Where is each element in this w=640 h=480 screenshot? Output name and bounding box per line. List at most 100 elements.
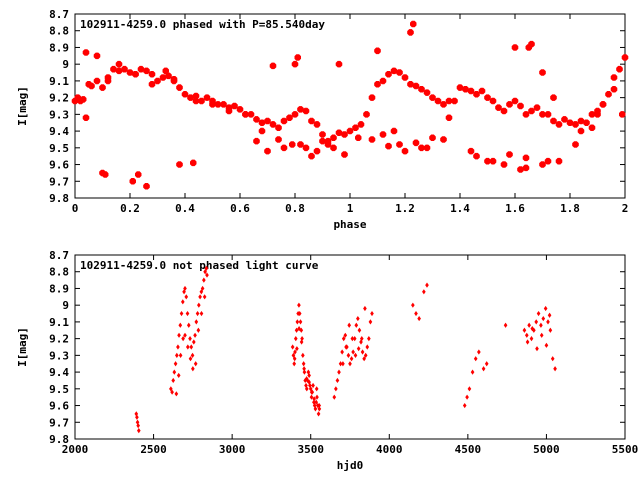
- y-tick-label: 9.1: [49, 75, 69, 88]
- data-point: [324, 141, 332, 148]
- y-tick-label: 9.4: [49, 366, 69, 379]
- data-point: [605, 91, 612, 98]
- x-tick-label: 4500: [455, 443, 482, 456]
- y-tick-label: 9.3: [49, 108, 69, 121]
- data-point: [176, 344, 180, 350]
- x-tick-label: 1: [347, 202, 354, 215]
- x-tick-label: 0.2: [120, 202, 140, 215]
- data-point: [115, 60, 123, 68]
- data-point: [363, 352, 368, 358]
- data-point: [306, 369, 311, 375]
- data-point: [621, 54, 629, 61]
- data-point: [110, 65, 117, 73]
- data-point: [418, 86, 425, 93]
- data-point: [174, 391, 179, 397]
- data-point: [544, 157, 552, 165]
- data-point: [330, 134, 337, 141]
- data-point: [484, 94, 491, 101]
- data-point: [184, 294, 189, 300]
- y-tick-label: 9.2: [49, 92, 69, 105]
- data-point: [115, 67, 123, 75]
- data-point: [93, 77, 101, 85]
- data-point: [422, 289, 426, 295]
- data-point: [467, 147, 475, 155]
- data-point: [529, 336, 534, 342]
- x-tick-label: 3000: [219, 443, 246, 456]
- data-point: [543, 305, 548, 312]
- data-point: [534, 319, 539, 325]
- data-point: [407, 81, 414, 88]
- data-point: [99, 84, 106, 91]
- data-point: [429, 94, 436, 101]
- data-point: [308, 152, 315, 160]
- y-tick-label: 8.7: [49, 249, 69, 262]
- data-point: [362, 356, 366, 362]
- data-point: [280, 117, 288, 125]
- data-point: [396, 69, 403, 76]
- data-point: [162, 67, 169, 75]
- data-point: [618, 111, 626, 118]
- data-point: [541, 315, 546, 322]
- data-point: [302, 107, 310, 115]
- data-point: [178, 352, 183, 358]
- data-point: [220, 101, 227, 108]
- data-point: [291, 111, 299, 118]
- data-point: [465, 394, 469, 400]
- data-point: [269, 121, 277, 128]
- data-point: [524, 332, 529, 338]
- data-point: [136, 423, 140, 429]
- phased-plot: 0 0.2 0.4 0.6 0.8 1 1.2 1.4 1.6 1.8 2 8.7 8.8 8.9 9 9.1…: [16, 8, 628, 231]
- data-point: [193, 332, 197, 338]
- x-axis-label: phase: [333, 218, 366, 231]
- data-point: [462, 402, 467, 409]
- data-point: [412, 82, 420, 90]
- y-tick-label: 8.8: [49, 266, 69, 279]
- data-point: [401, 147, 409, 155]
- data-point: [172, 369, 177, 375]
- x-tick-label: 1.8: [560, 202, 580, 215]
- data-point: [599, 101, 607, 108]
- data-point: [572, 141, 579, 148]
- y-tick-label: 9.8: [49, 433, 69, 446]
- data-point: [367, 336, 371, 342]
- data-point: [134, 411, 139, 417]
- data-point: [354, 322, 359, 328]
- data-point: [536, 310, 541, 317]
- data-point: [231, 102, 238, 110]
- data-point: [181, 336, 185, 342]
- data-point: [188, 356, 193, 362]
- data-point: [533, 104, 541, 111]
- data-point: [314, 386, 319, 392]
- data-point: [330, 144, 337, 152]
- x-tick-label: 0.8: [285, 202, 305, 215]
- data-point: [312, 396, 316, 402]
- x-axis-label: hjd0: [337, 459, 364, 472]
- data-point: [314, 399, 319, 405]
- data-point: [242, 111, 249, 118]
- data-point: [473, 91, 480, 98]
- data-point: [148, 81, 156, 88]
- data-point: [368, 319, 373, 325]
- y-tick-label: 9: [62, 58, 69, 71]
- data-point: [401, 74, 409, 81]
- data-point: [470, 369, 475, 375]
- data-point: [269, 62, 277, 70]
- data-point: [511, 44, 519, 51]
- data-point: [341, 336, 346, 342]
- x-tick-label: 0: [72, 202, 79, 215]
- data-point: [588, 124, 596, 131]
- data-point: [275, 136, 282, 143]
- data-point: [177, 332, 181, 338]
- data-point: [577, 117, 585, 125]
- data-point: [390, 127, 398, 135]
- data-point: [288, 141, 296, 148]
- y-tick-label: 9.6: [49, 159, 69, 172]
- data-point: [309, 394, 314, 400]
- data-point: [313, 121, 321, 128]
- data-point: [347, 322, 352, 328]
- data-point: [200, 285, 205, 292]
- data-point: [467, 386, 472, 392]
- data-point: [495, 104, 502, 111]
- y-tick-label: 9.5: [49, 383, 69, 396]
- data-point: [102, 171, 109, 178]
